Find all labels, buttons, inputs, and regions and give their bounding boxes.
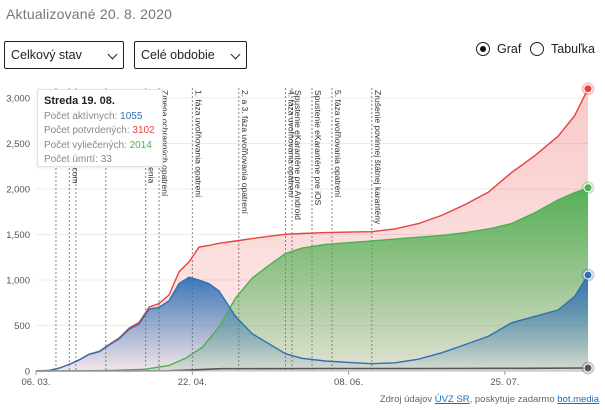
annotation-label: 1. fáza uvoľňovania opatrení (193, 90, 203, 198)
tooltip-active-label: Počet aktívnych: (44, 110, 118, 122)
y-tick-label: 0 (25, 367, 30, 378)
tooltip-deaths-row: Počet úmrtí: 33 (44, 153, 156, 168)
y-tick-label: 1,500 (6, 230, 30, 241)
radio-table[interactable]: Tabuľka (530, 40, 595, 58)
tooltip-recovered-label: Počet vyliečených: (44, 139, 127, 151)
radio-graph[interactable]: Graf (476, 40, 521, 58)
tooltip-title: Streda 19. 08. (44, 95, 115, 107)
radio-selected-icon (476, 42, 490, 56)
radio-table-label: Tabuľka (551, 42, 595, 56)
y-tick-label: 3,000 (6, 94, 30, 105)
tooltip-confirmed-row: Počet potvrdených: 3102 (44, 124, 156, 139)
tooltip-deaths-value: 33 (100, 154, 112, 165)
footer-middle: , poskytuje zadarmo (469, 394, 558, 405)
annotation-label: Spustenie eKaranténe pre iOS (313, 90, 323, 206)
endpoint-recovered (583, 183, 593, 193)
status-select-value: Celkový stav (11, 48, 82, 62)
x-tick-label: 06. 03. (21, 377, 50, 388)
endpoint-confirmed (583, 84, 593, 94)
tooltip-confirmed-label: Počet potvrdených: (44, 125, 130, 136)
updated-date: Aktualizované 20. 8. 2020 (6, 6, 173, 22)
y-tick-label: 2,500 (6, 139, 30, 150)
annotation-label: Spustenie eKaranténe pre Android (293, 90, 303, 220)
tooltip-active-row: Počet aktívnych: 1055 (44, 110, 156, 125)
radio-graph-label: Graf (497, 42, 522, 56)
area-active (36, 275, 588, 371)
area-recovered (36, 187, 588, 371)
x-tick-label: 08. 06. (334, 377, 363, 388)
radio-unselected-icon (530, 42, 544, 56)
provider-link[interactable]: bot.media (557, 394, 599, 405)
tooltip-active-value: 1055 (120, 110, 143, 122)
annotation-label: 5. fáza uvoľňovania opatrení (333, 90, 343, 198)
y-tick-label: 2,000 (6, 185, 30, 196)
line-active (35, 274, 589, 372)
tooltip-confirmed-value: 3102 (132, 125, 155, 136)
period-select[interactable]: Celé obdobie (134, 41, 247, 69)
status-select[interactable]: Celkový stav (4, 41, 124, 69)
endpoint-deaths (583, 363, 593, 373)
line-recovered (35, 187, 589, 372)
source-link[interactable]: ÚVZ SR (434, 394, 470, 405)
annotation-label: Zmena ochranných opatrení (160, 90, 170, 197)
x-tick-label: 22. 04. (178, 377, 207, 388)
annotation-label: 4. fáza uvoľňovania opatrení (286, 90, 296, 198)
tooltip-recovered-row: Počet vyliečených: 2014 (44, 139, 156, 154)
annotation-label: Zrušenie povinnej štátnej karantény (373, 90, 383, 225)
period-select-value: Celé obdobie (141, 48, 215, 62)
y-tick-label: 1,000 (6, 276, 30, 287)
annotation-label: 2. a 3. fáza uvoľňovania opatrení (240, 90, 250, 215)
y-tick-label: 500 (14, 321, 30, 332)
tooltip-deaths-label: Počet úmrtí: (44, 154, 98, 165)
x-tick-label: 25. 07. (490, 377, 519, 388)
chart-tooltip: Streda 19. 08. Počet aktívnych: 1055 Poč… (37, 89, 163, 167)
endpoint-active (583, 270, 593, 280)
tooltip-recovered-value: 2014 (129, 139, 152, 151)
footer-prefix: Zdroj údajov (379, 394, 435, 405)
source-footer: Zdroj údajov ÚVZ SR, poskytuje zadarmo b… (380, 394, 599, 405)
